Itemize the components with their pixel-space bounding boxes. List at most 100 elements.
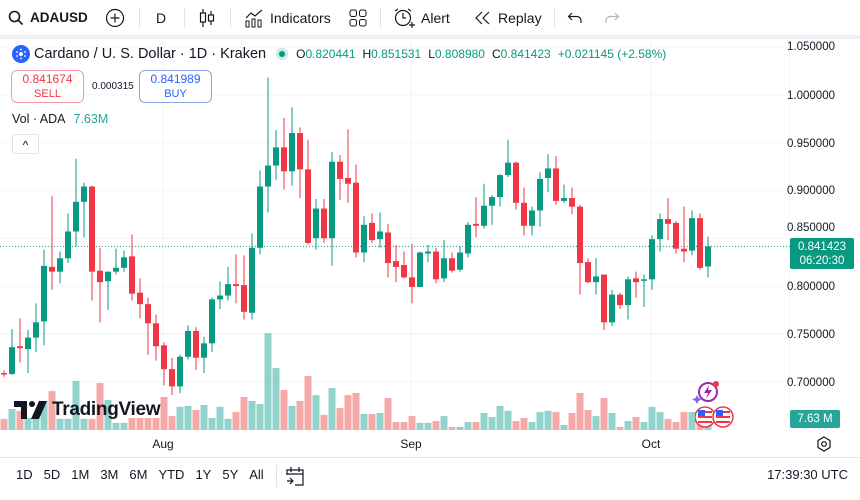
candle-body [625,279,631,306]
candle-body [169,369,175,387]
volume-bar [512,421,520,430]
candle-body [449,258,455,271]
range-5y[interactable]: 5Y [222,467,239,482]
volume-legend[interactable]: Vol · ADA 7.63M [12,112,108,126]
price-chart[interactable] [0,39,790,431]
candle-body [529,210,535,226]
us-economic-events-icon[interactable] [695,406,735,428]
lightning-event-icon[interactable] [692,379,722,405]
volume-bar [352,392,360,430]
time-tick: Sep [400,437,422,451]
volume-bar [128,417,136,430]
volume-bar [32,417,40,430]
volume-bar [488,417,496,430]
candle-body [241,285,247,312]
range-all[interactable]: All [249,467,264,482]
candle-body [649,239,655,280]
layouts-button[interactable] [349,0,367,35]
undo-button[interactable] [567,0,583,35]
chart-type-button[interactable] [199,0,215,35]
divider [554,8,555,28]
candle-body [425,251,431,254]
volume-bar [440,416,448,430]
settings-icon[interactable] [816,436,832,452]
volume-bar [256,404,264,430]
volume-bar [344,395,352,430]
collapse-legend-button[interactable]: ^ [12,134,39,154]
alarm-clock-icon [394,8,415,28]
volume-bar [424,422,432,430]
volume-bar [168,416,176,430]
candle-body [329,161,335,239]
volume-bar [296,400,304,430]
range-3m[interactable]: 3M [100,467,119,482]
volume-bar [264,333,272,430]
top-toolbar: ADAUSD D Indicators Alert Replay [0,0,860,35]
candle-body [417,252,423,287]
symbol-search-button[interactable]: ADAUSD [8,0,88,35]
volume-bar [608,413,616,430]
candle-body [185,330,191,357]
volume-bar [536,412,544,430]
interval-button[interactable]: D [156,0,166,35]
alert-button[interactable]: Alert [393,0,450,35]
tradingview-watermark[interactable]: TradingView [14,399,161,421]
last-price: 0.841423 [798,241,846,253]
volume-bar [208,417,216,430]
buy-label: BUY [164,88,187,100]
change-value: +0.021145 (+2.58%) [557,47,667,61]
candle-body [97,270,103,283]
go-to-date-calendar-icon[interactable] [286,466,304,486]
candle-body [265,165,271,187]
compare-button[interactable] [105,0,125,35]
chart-legend: Cardano / U. S. Dollar · 1D · Kraken O0.… [12,45,666,63]
candle-body [177,356,183,387]
range-ytd[interactable]: YTD [158,467,185,482]
candle-body [369,222,375,241]
symbol-title[interactable]: Cardano / U. S. Dollar · 1D · Kraken [34,46,267,62]
price-tick: 1.050000 [787,41,835,53]
candle-body [361,224,367,253]
sell-button[interactable]: 0.841674 SELL [11,70,84,103]
redo-icon [605,12,620,23]
buy-price: 0.841989 [150,72,201,86]
sell-label: SELL [34,88,61,100]
redo-button[interactable] [604,0,620,35]
indicators-button[interactable]: Indicators [244,0,331,35]
volume-bar [336,408,344,430]
candle-body [657,219,663,240]
candle-body [465,224,471,254]
candle-body [1,372,7,375]
volume-bar [40,400,48,430]
candle-body [345,177,351,184]
candle-body [297,133,303,170]
candle-body [129,256,135,294]
candle-body [25,337,31,350]
candle-body [353,182,359,253]
volume-bar [304,375,312,430]
range-1m[interactable]: 1M [71,467,90,482]
volume-bar [472,421,480,430]
volume-bar [240,396,248,430]
volume-bar [280,389,288,430]
range-1d[interactable]: 1D [16,467,33,482]
volume-bar [120,422,128,430]
candle-body [633,278,639,283]
clock-timezone[interactable]: 17:39:30 UTC [767,467,848,482]
candle-body [481,205,487,226]
candle-body [377,231,383,240]
range-6m[interactable]: 6M [129,467,148,482]
plus-circle-icon [105,8,125,27]
watermark-text: TradingView [52,399,161,420]
candle-body [473,223,479,226]
buy-button[interactable]: 0.841989 BUY [139,70,212,103]
replay-button[interactable]: Replay [474,0,542,35]
candle-body [553,168,559,201]
volume-bar [672,421,680,430]
volume-bar [648,406,656,430]
range-1y[interactable]: 1Y [195,467,212,482]
candle-body [201,343,207,358]
layout-grid-icon [349,9,367,26]
range-5d[interactable]: 5D [43,467,61,482]
candle-body [225,284,231,296]
